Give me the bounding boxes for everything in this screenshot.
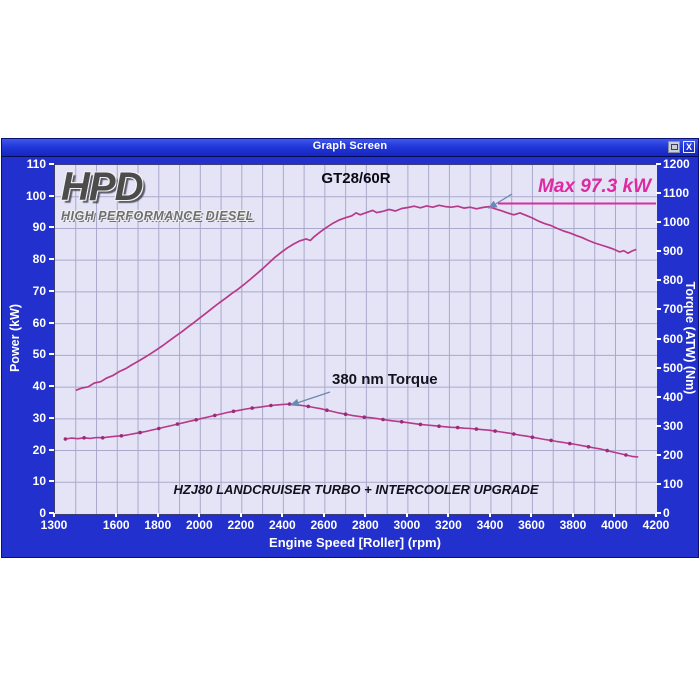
x-tick-mark: [405, 513, 408, 517]
x-tick-label: 2400: [268, 518, 296, 532]
y-right-tick-label: 1000: [663, 215, 690, 230]
y-left-tick-label: 0: [39, 506, 46, 520]
x-tick-label: 3600: [518, 518, 545, 532]
y-left-tick-label: 20: [32, 442, 46, 457]
x-tick-mark: [488, 513, 491, 517]
y-right-tick-label: 400: [663, 389, 684, 404]
y-left-axis-title: Power (kW): [8, 303, 22, 373]
y-left-tick-label: 110: [26, 157, 46, 171]
x-tick-label: 3200: [435, 518, 462, 532]
x-tick-label: 2000: [185, 518, 213, 532]
x-tick-label: 3400: [476, 518, 504, 532]
y-left-tick-label: 80: [32, 252, 46, 267]
y-right-tick-label: 900: [663, 244, 684, 259]
x-tick-label: 1800: [144, 518, 172, 532]
chart-title: GT28/60R: [321, 170, 391, 187]
y-right-tick-mark: [656, 308, 661, 311]
y-right-tick-label: 0: [663, 506, 670, 520]
logo-main-text: HPD: [61, 165, 143, 209]
y-left-tick-mark: [49, 289, 54, 292]
y-left-tick-mark: [49, 353, 54, 356]
y-right-tick-mark: [656, 279, 661, 282]
graph-window: Graph Screen X Power (kW) Torque (ATW) (…: [1, 138, 699, 558]
y-left-tick-label: 50: [32, 347, 46, 362]
y-left-tick-label: 10: [32, 474, 46, 489]
y-right-tick-mark: [656, 512, 661, 514]
y-right-axis-title: Torque (ATW) (Nm): [683, 281, 697, 395]
hpd-logo: HPD HIGH PERFORMANCE DIESEL: [61, 167, 254, 223]
logo-sub-text: HIGH PERFORMANCE DIESEL: [61, 209, 254, 223]
y-right-tick-label: 300: [663, 418, 684, 433]
x-tick-mark: [156, 513, 159, 517]
x-tick-mark: [281, 513, 284, 517]
y-right-tick-mark: [656, 424, 661, 427]
y-right-tick-mark: [656, 366, 661, 369]
y-left-tick-mark: [49, 385, 54, 388]
x-tick-label: 3800: [559, 518, 587, 532]
y-right-tick-mark: [656, 453, 661, 456]
x-tick-mark: [530, 513, 533, 517]
y-right-tick-mark: [656, 250, 661, 253]
y-left-tick-mark: [49, 226, 54, 229]
x-tick-mark: [239, 513, 242, 517]
y-right-tick-label: 200: [663, 447, 684, 462]
x-tick-mark: [53, 513, 55, 517]
vehicle-footnote: HZJ80 LANDCRUISER TURBO + INTERCOOLER UP…: [173, 482, 539, 497]
y-right-tick-label: 500: [663, 360, 684, 375]
y-left-tick-label: 40: [32, 379, 46, 394]
y-left-tick-label: 100: [25, 188, 46, 203]
y-right-tick-mark: [656, 163, 661, 165]
y-right-tick-label: 600: [663, 331, 684, 346]
y-left-tick-label: 70: [32, 283, 46, 298]
x-tick-mark: [613, 513, 616, 517]
y-left-tick-mark: [49, 194, 54, 197]
y-left-tick-mark: [49, 416, 54, 419]
y-right-tick-mark: [656, 395, 661, 398]
y-right-tick-mark: [656, 221, 661, 224]
x-tick-label: 2600: [310, 518, 338, 532]
max-power-annotation: Max 97.3 kW: [538, 176, 651, 197]
x-tick-mark: [571, 513, 574, 517]
y-right-tick-label: 100: [663, 476, 684, 491]
y-left-tick-label: 90: [32, 220, 46, 235]
y-right-tick-label: 1200: [663, 157, 690, 171]
x-tick-mark: [322, 513, 325, 517]
dyno-curves-svg: [55, 165, 657, 514]
restore-button[interactable]: [668, 141, 680, 153]
y-right-tick-label: 800: [663, 273, 684, 288]
x-axis-title: Engine Speed [Roller] (rpm): [269, 535, 441, 550]
x-tick-label: 2800: [352, 518, 379, 532]
window-title: Graph Screen: [312, 140, 388, 152]
y-left-tick-mark: [49, 321, 54, 324]
y-left-tick-mark: [49, 163, 54, 165]
x-tick-mark: [198, 513, 201, 517]
x-tick-label: 4200: [642, 518, 670, 532]
torque-annotation: 380 nm Torque: [332, 371, 438, 388]
y-left-tick-mark: [49, 480, 54, 483]
x-tick-mark: [115, 513, 118, 517]
y-left-tick-mark: [49, 448, 54, 451]
y-right-tick-label: 700: [663, 302, 684, 317]
x-tick-label: 1600: [102, 518, 130, 532]
window-titlebar[interactable]: Graph Screen X: [2, 139, 698, 157]
close-icon: X: [685, 142, 692, 152]
x-tick-label: 3000: [393, 518, 421, 532]
y-left-tick-label: 30: [32, 410, 46, 425]
x-tick-mark: [655, 513, 657, 517]
y-right-tick-mark: [656, 337, 661, 340]
y-left-tick-mark: [49, 258, 54, 261]
y-right-tick-mark: [656, 192, 661, 195]
close-button[interactable]: X: [683, 141, 695, 153]
x-tick-label: 1300: [40, 518, 68, 532]
plot-area: HPD HIGH PERFORMANCE DIESEL GT28/60R Max…: [54, 164, 658, 515]
y-left-tick-mark: [49, 512, 54, 514]
y-right-tick-mark: [656, 482, 661, 485]
x-tick-label: 2200: [227, 518, 255, 532]
x-tick-mark: [447, 513, 450, 517]
y-left-tick-label: 60: [32, 315, 46, 330]
x-tick-mark: [364, 513, 367, 517]
y-right-tick-label: 1100: [663, 186, 690, 201]
x-tick-label: 4000: [601, 518, 628, 532]
